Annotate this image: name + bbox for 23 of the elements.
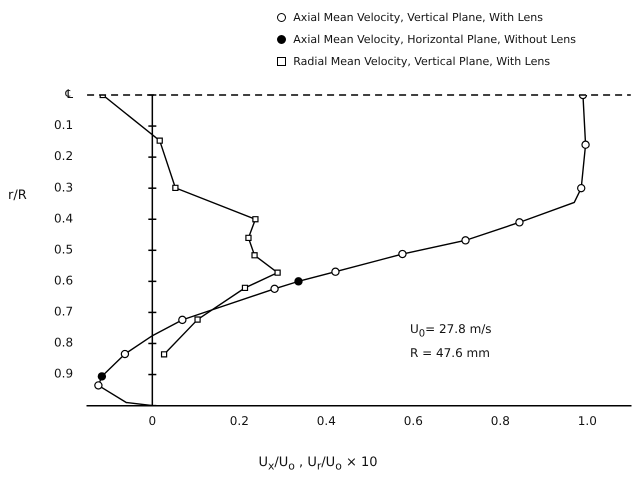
y-tick-label: 0.8 xyxy=(54,336,74,350)
y-axis-title: r/R xyxy=(8,188,27,203)
legend-label: Axial Mean Velocity, Horizontal Plane, Without Lens xyxy=(293,32,576,46)
x-tick-label: 0.4 xyxy=(316,414,336,428)
x-tick-label: 0.8 xyxy=(490,414,510,428)
x-tick-label: 0.2 xyxy=(230,414,249,428)
y-tick-label: 0.7 xyxy=(54,304,74,319)
annotation: U$_{0}$= 27.8 m/s xyxy=(410,322,492,340)
annotation: R = 47.6 mm xyxy=(410,346,490,360)
y-tick-label: 0.1 xyxy=(54,118,74,132)
y-tick-label: 0.2 xyxy=(54,149,74,164)
text: U$_{x}$/U$_{o}$ , U$_{r}$/U$_{o}$ × 10 xyxy=(258,455,378,473)
legend-label: Axial Mean Velocity, Vertical Plane, With Lens xyxy=(293,10,543,24)
legend-label: Radial Mean Velocity, Vertical Plane, With Lens xyxy=(293,54,550,68)
y-tick-label: 0.5 xyxy=(54,242,74,256)
x-tick-label: 1.0 xyxy=(578,414,597,428)
y-tick-label: 0.6 xyxy=(54,273,74,288)
y-tick-label: 0.9 xyxy=(54,366,74,381)
y-tick-label: 0.4 xyxy=(54,211,74,226)
x-tick-label: 0 xyxy=(148,414,156,428)
y-tick-label: ℄ xyxy=(64,87,74,102)
x-tick-label: 0.6 xyxy=(404,414,423,428)
y-tick-label: 0.3 xyxy=(54,180,74,194)
